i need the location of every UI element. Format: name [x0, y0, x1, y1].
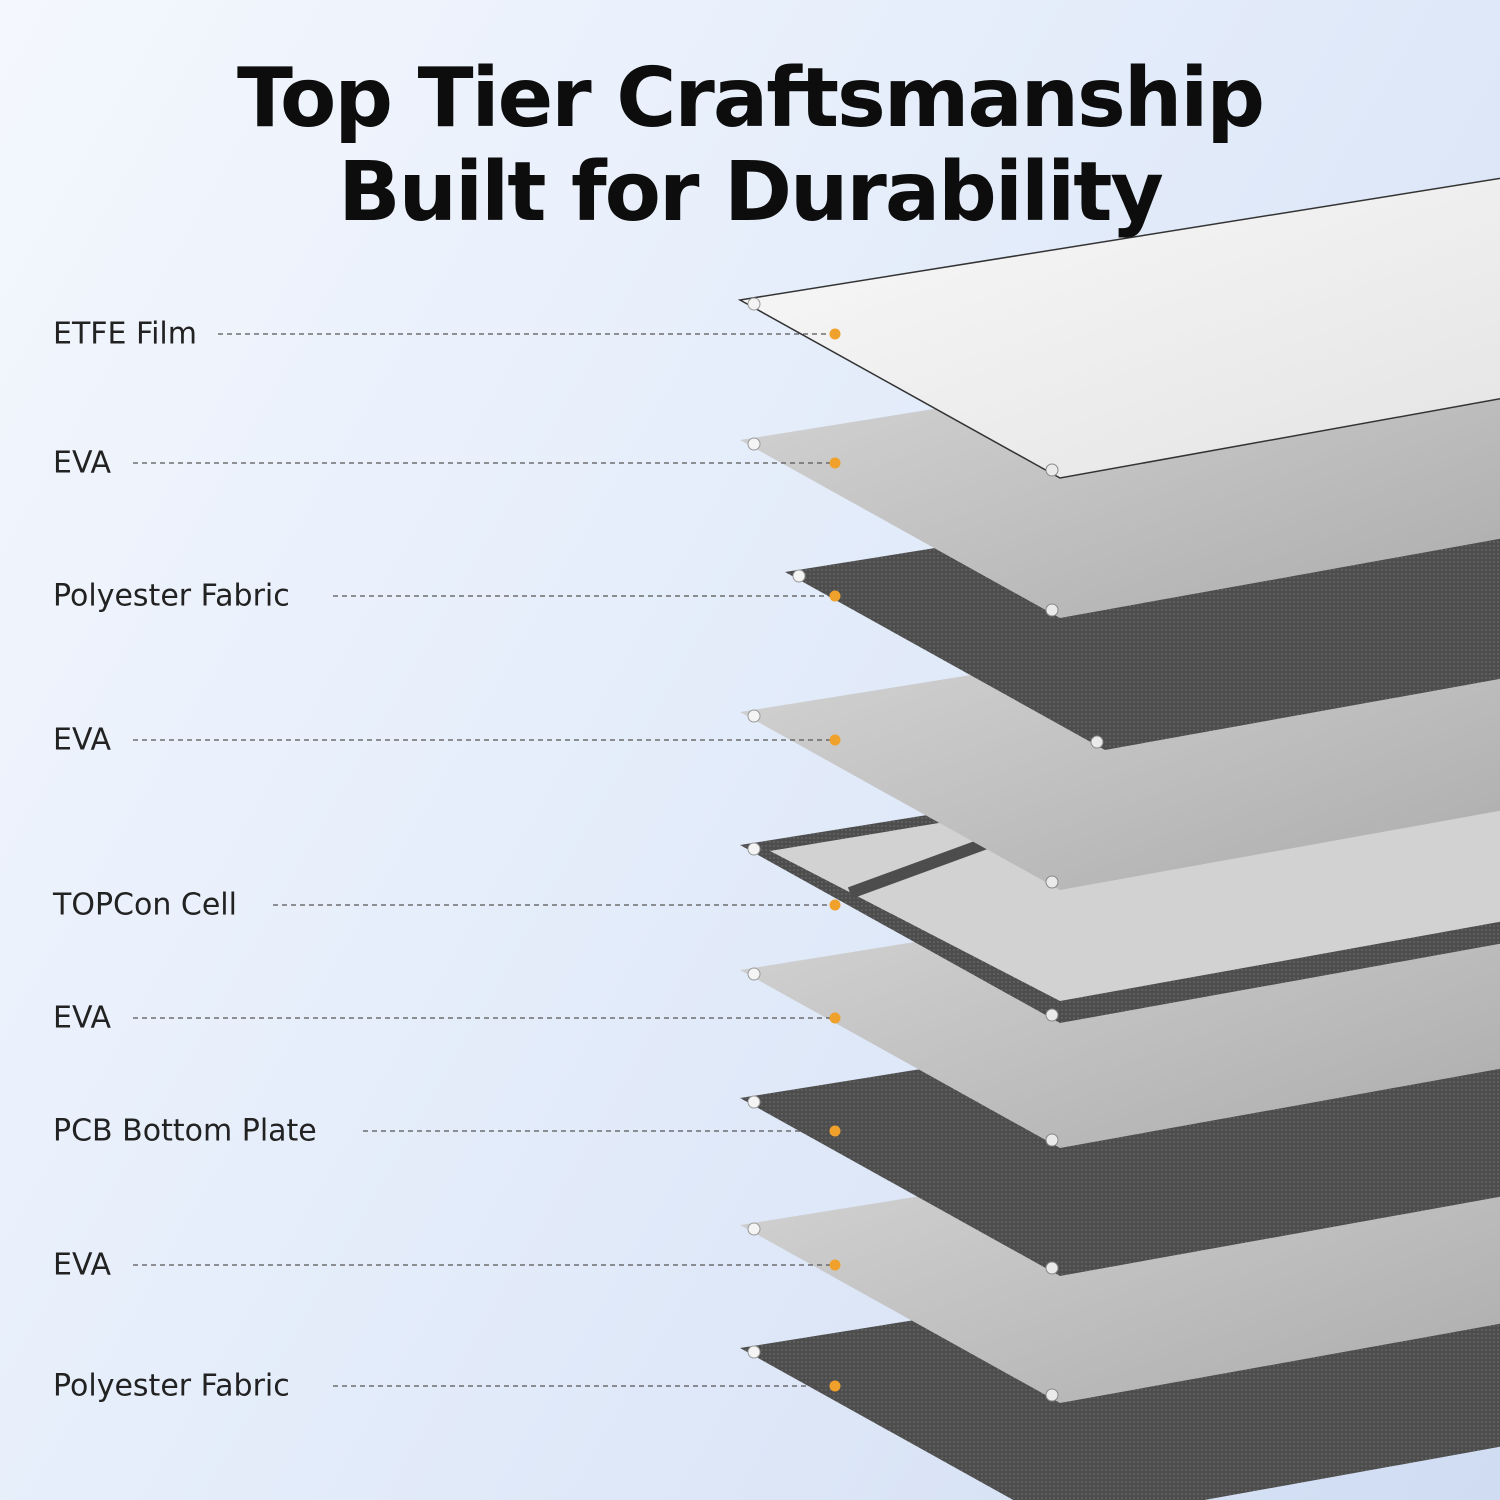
marker-dot [829, 328, 841, 340]
marker-dot [829, 1125, 841, 1137]
layer-label: Polyester Fabric [53, 1368, 290, 1404]
layer-label: EVA [53, 1000, 112, 1036]
layer-label: TOPCon Cell [53, 887, 237, 923]
layer-label: PCB Bottom Plate [53, 1113, 317, 1149]
layer-label: ETFE Film [53, 316, 197, 352]
marker-dot [829, 457, 841, 469]
marker-dot [829, 1012, 841, 1024]
marker-dot [829, 899, 841, 911]
title-line-1: Top Tier Craftsmanship [236, 51, 1265, 146]
layer-label: EVA [53, 445, 112, 481]
title-line-2: Built for Durability [338, 145, 1164, 240]
layer-label: EVA [53, 722, 112, 758]
marker-dot [829, 1380, 841, 1392]
marker-dot [829, 590, 841, 602]
layer-label: EVA [53, 1247, 112, 1283]
marker-dot [829, 1259, 841, 1271]
marker-dot [829, 734, 841, 746]
layer-sheet [737, 177, 1500, 479]
layer-label: Polyester Fabric [53, 578, 290, 614]
